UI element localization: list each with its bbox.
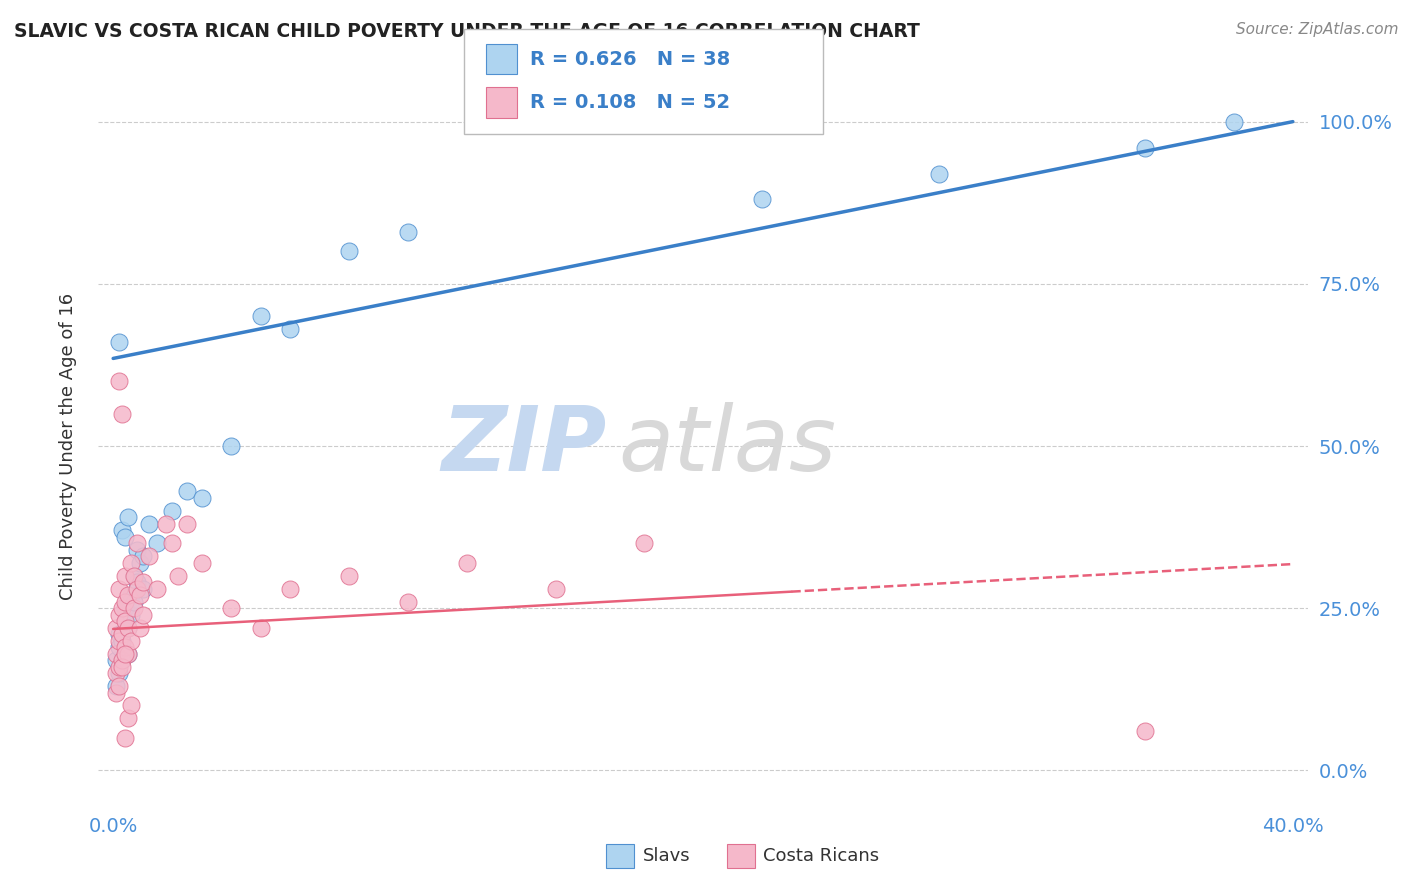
Point [249, 621, 271, 635]
Point [160, 536, 183, 550]
Point [114, 595, 136, 609]
Point [128, 621, 150, 635]
Point [122, 568, 145, 582]
Point [190, 491, 212, 505]
Point [219, 601, 242, 615]
Point [120, 698, 142, 713]
Point [105, 621, 128, 635]
Point [1135, 724, 1157, 739]
Point [114, 640, 136, 654]
Point [114, 731, 136, 745]
Point [108, 640, 131, 654]
Point [108, 679, 131, 693]
Point [131, 582, 153, 596]
Point [278, 582, 301, 596]
Point [219, 439, 242, 453]
Text: ZIP: ZIP [441, 402, 606, 490]
Point [114, 614, 136, 628]
Point [111, 627, 134, 641]
Point [278, 322, 301, 336]
Point [337, 244, 360, 259]
Point [117, 621, 139, 635]
Point [122, 601, 145, 615]
Text: atlas: atlas [619, 402, 837, 490]
Point [114, 601, 136, 615]
Point [111, 524, 134, 538]
Point [117, 588, 139, 602]
Point [108, 633, 131, 648]
Text: Costa Ricans: Costa Ricans [763, 847, 880, 865]
Point [117, 647, 139, 661]
Point [155, 516, 177, 531]
Point [114, 568, 136, 582]
Point [117, 711, 139, 725]
Point [396, 595, 419, 609]
Point [105, 685, 128, 699]
Text: SLAVIC VS COSTA RICAN CHILD POVERTY UNDER THE AGE OF 16 CORRELATION CHART: SLAVIC VS COSTA RICAN CHILD POVERTY UNDE… [14, 22, 920, 41]
Point [111, 601, 134, 615]
Text: R = 0.626   N = 38: R = 0.626 N = 38 [530, 50, 730, 69]
Point [117, 510, 139, 524]
Point [108, 374, 131, 388]
Point [138, 549, 160, 564]
Point [249, 310, 271, 324]
Point [633, 536, 655, 550]
Point [108, 659, 131, 673]
Point [337, 568, 360, 582]
Point [125, 582, 148, 596]
Point [190, 556, 212, 570]
Point [114, 530, 136, 544]
Point [122, 568, 145, 582]
Point [131, 549, 153, 564]
Point [176, 516, 198, 531]
Point [105, 647, 128, 661]
Point [120, 607, 142, 622]
Point [117, 621, 139, 635]
Point [396, 225, 419, 239]
Point [105, 679, 128, 693]
Point [111, 407, 134, 421]
Point [544, 582, 567, 596]
Point [108, 582, 131, 596]
Point [1223, 114, 1246, 128]
Point [131, 607, 153, 622]
Point [114, 614, 136, 628]
Point [111, 633, 134, 648]
Point [146, 536, 169, 550]
Point [176, 484, 198, 499]
Point [122, 595, 145, 609]
Point [108, 666, 131, 681]
Point [120, 556, 142, 570]
Point [138, 516, 160, 531]
Point [111, 653, 134, 667]
Y-axis label: Child Poverty Under the Age of 16: Child Poverty Under the Age of 16 [59, 293, 77, 599]
Point [125, 575, 148, 590]
Point [160, 504, 183, 518]
Point [125, 536, 148, 550]
Point [108, 335, 131, 350]
Point [125, 542, 148, 557]
Point [111, 659, 134, 673]
Point [167, 568, 190, 582]
Text: Source: ZipAtlas.com: Source: ZipAtlas.com [1236, 22, 1399, 37]
Text: R = 0.108   N = 52: R = 0.108 N = 52 [530, 93, 730, 112]
Point [105, 653, 128, 667]
Point [120, 633, 142, 648]
Point [120, 588, 142, 602]
Point [108, 607, 131, 622]
Point [146, 582, 169, 596]
Point [128, 588, 150, 602]
Point [131, 575, 153, 590]
Point [105, 666, 128, 681]
Point [117, 647, 139, 661]
Point [111, 653, 134, 667]
Text: Slavs: Slavs [643, 847, 690, 865]
Point [114, 647, 136, 661]
Point [108, 627, 131, 641]
Point [128, 556, 150, 570]
Point [1135, 140, 1157, 154]
Point [928, 167, 950, 181]
Point [456, 556, 478, 570]
Point [751, 193, 773, 207]
